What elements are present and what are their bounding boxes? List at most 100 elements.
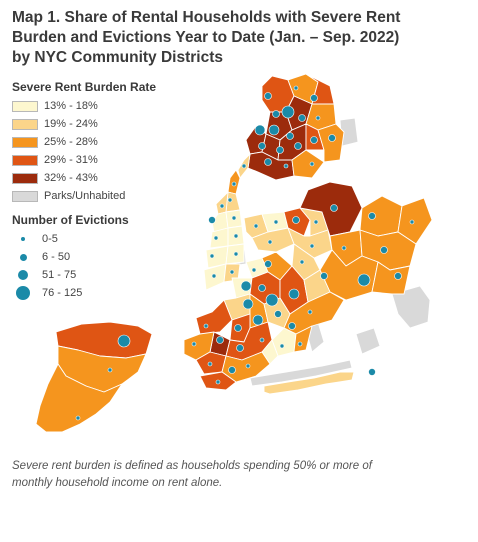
eviction-dot — [231, 181, 237, 187]
eviction-dot — [310, 136, 318, 144]
eviction-dot — [273, 219, 279, 225]
eviction-dot — [251, 267, 257, 273]
district-queens-13 — [371, 261, 411, 295]
burden-legend-item: 25% - 28% — [12, 133, 162, 151]
eviction-dot — [228, 366, 236, 374]
nyc-community-districts-map — [35, 73, 433, 433]
district-staten-island-3 — [35, 363, 123, 433]
eviction-dot — [233, 233, 239, 239]
eviction-dot — [229, 269, 235, 275]
eviction-dot-symbol-1 — [21, 237, 25, 241]
burden-label-5: 32% - 43% — [44, 172, 98, 184]
burden-swatch-1 — [12, 100, 38, 112]
evictions-label-4: 76 - 125 — [42, 287, 83, 299]
burden-swatch-4 — [12, 154, 38, 166]
eviction-dot — [288, 288, 300, 300]
district-bronx-13 — [291, 149, 325, 179]
district-manhattan-7 — [209, 227, 229, 249]
eviction-dot — [75, 415, 81, 421]
burden-swatch-6 — [12, 190, 38, 202]
title-line-1: Map 1. Share of Rental Households with S… — [12, 9, 401, 26]
eviction-dot — [292, 216, 300, 224]
eviction-dot — [203, 323, 209, 329]
district-manhattan-4 — [215, 191, 229, 215]
eviction-dot — [299, 259, 305, 265]
burden-swatch-5 — [12, 172, 38, 184]
evictions-legend-title: Number of Evictions — [12, 213, 129, 227]
eviction-dot — [357, 273, 371, 287]
district-brooklyn-11 — [271, 327, 297, 357]
eviction-dot — [394, 272, 402, 280]
eviction-dot — [309, 161, 315, 167]
eviction-dot — [209, 253, 215, 259]
eviction-dot — [315, 115, 321, 121]
evictions-legend-item: 76 - 125 — [12, 284, 162, 302]
eviction-dot — [227, 197, 233, 203]
burden-label-3: 25% - 28% — [44, 136, 98, 148]
district-queens-7 — [397, 197, 433, 245]
burden-swatch-2 — [12, 118, 38, 130]
burden-legend-item: Parks/Unhabited — [12, 187, 162, 205]
eviction-dot — [330, 204, 338, 212]
eviction-dot — [313, 219, 319, 225]
eviction-dot — [274, 310, 282, 318]
eviction-dot — [213, 235, 219, 241]
district-queens-15 — [263, 371, 355, 395]
burden-legend-item: 29% - 31% — [12, 151, 162, 169]
burden-label-1: 13% - 18% — [44, 100, 98, 112]
eviction-dot — [286, 132, 294, 140]
evictions-legend-item: 51 - 75 — [12, 266, 162, 284]
eviction-dot — [258, 142, 266, 150]
eviction-dot — [288, 322, 296, 330]
eviction-dot — [293, 85, 299, 91]
title-line-2: Burden and Evictions Year to Date (Jan. … — [12, 29, 400, 46]
eviction-dot — [107, 367, 113, 373]
eviction-dot — [298, 114, 306, 122]
eviction-dot — [409, 219, 415, 225]
district-queens-6 — [359, 195, 403, 237]
eviction-dot — [279, 343, 285, 349]
eviction-dot — [231, 215, 237, 221]
eviction-dot — [242, 298, 254, 310]
eviction-dot-symbol-2 — [19, 253, 27, 261]
legend: Severe Rent Burden Rate 13% - 18% 19% - … — [12, 80, 162, 302]
eviction-dot — [267, 239, 273, 245]
footnote: Severe rent burden is defined as househo… — [12, 458, 462, 492]
eviction-dot — [245, 363, 251, 369]
eviction-dot — [272, 110, 280, 118]
eviction-dot — [240, 280, 252, 292]
eviction-dot — [259, 337, 265, 343]
eviction-dot — [258, 284, 266, 292]
title-line-3: by NYC Community Districts — [12, 49, 224, 66]
eviction-dot — [207, 361, 213, 367]
eviction-dot-symbol-4 — [16, 286, 30, 300]
eviction-dot — [320, 272, 328, 280]
eviction-dot — [264, 92, 272, 100]
burden-swatch-3 — [12, 136, 38, 148]
eviction-dot — [283, 163, 289, 169]
eviction-dot — [211, 273, 217, 279]
eviction-dot — [253, 223, 259, 229]
eviction-dot — [297, 341, 303, 347]
footnote-line-1: Severe rent burden is defined as househo… — [12, 460, 372, 472]
eviction-dot — [264, 158, 272, 166]
eviction-dot — [191, 341, 197, 347]
eviction-dot — [341, 245, 347, 251]
evictions-legend-item: 6 - 50 — [12, 248, 162, 266]
eviction-dot — [368, 368, 376, 376]
burden-label-2: 19% - 24% — [44, 118, 98, 130]
burden-label-4: 29% - 31% — [44, 154, 98, 166]
eviction-dot — [208, 216, 216, 224]
eviction-dot — [380, 246, 388, 254]
eviction-dot — [328, 134, 336, 142]
eviction-dot — [216, 336, 224, 344]
eviction-dot — [309, 243, 315, 249]
burden-legend-item: 19% - 24% — [12, 115, 162, 133]
eviction-dot — [219, 203, 225, 209]
evictions-label-1: 0-5 — [42, 233, 58, 245]
eviction-dot — [268, 124, 280, 136]
eviction-dot — [117, 334, 131, 348]
eviction-dot — [310, 94, 318, 102]
evictions-label-3: 51 - 75 — [42, 269, 77, 281]
eviction-dot — [265, 293, 279, 307]
